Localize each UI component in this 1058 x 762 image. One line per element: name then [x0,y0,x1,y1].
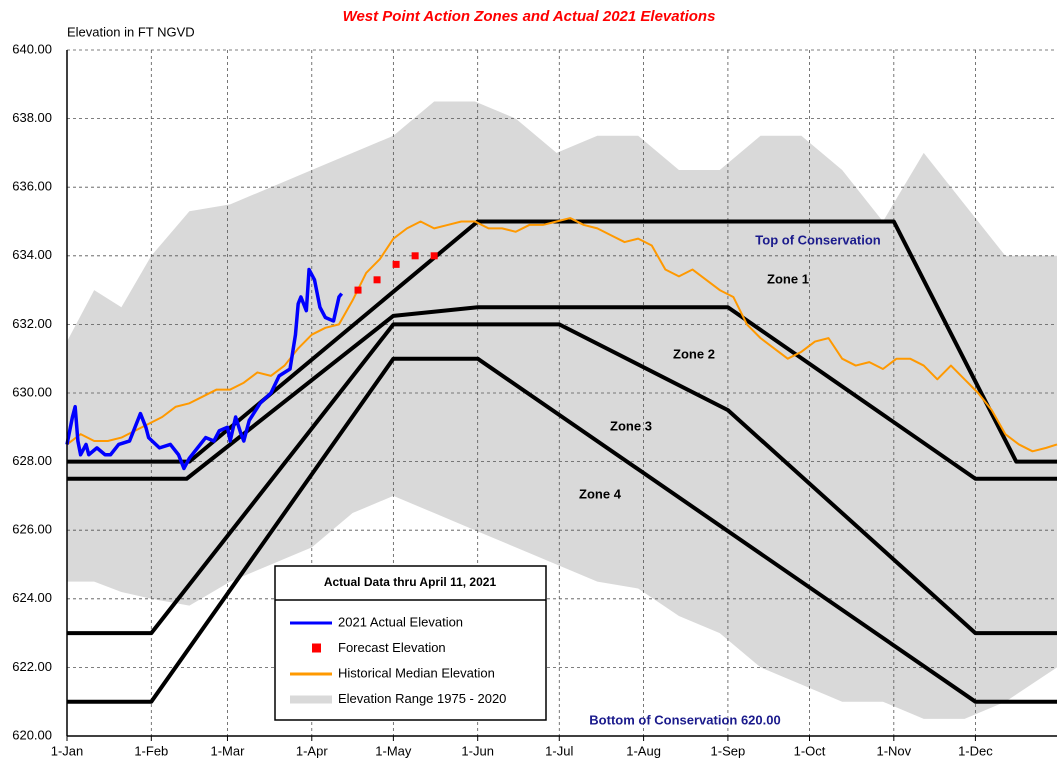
series-line [65,267,344,471]
x-tick-label: 1-Jun [461,743,494,758]
y-tick-label: 632.00 [12,316,52,331]
legend-label: 2021 Actual Elevation [338,614,463,629]
plot-area: 620.00 622.00 624.00 626.00 628.00 630.00 632.… [12,41,1058,758]
annotation: Zone 2 [673,346,715,361]
zone-line [67,322,1057,636]
y-tick-label: 636.00 [12,179,52,194]
y-tick-label: 620.00 [12,727,52,742]
legend-swatch [312,643,321,653]
annotation: Bottom of Conservation 620.00 [589,712,780,727]
x-tick-label: 1-Sep [711,743,746,758]
x-tick-label: 1-Feb [134,743,168,758]
legend-label: Elevation Range 1975 - 2020 [338,691,506,706]
forecast-marker [430,252,438,260]
forecast-marker [411,252,419,260]
x-tick-label: 1-May [375,743,412,758]
x-tick-label: 1-Aug [626,743,661,758]
y-tick-label: 628.00 [12,453,52,468]
legend: Actual Data thru April 11, 2021 2021 Act… [274,565,547,721]
legend-label: Historical Median Elevation [338,665,495,680]
y-tick-label: 640.00 [12,41,52,56]
legend-title: Actual Data thru April 11, 2021 [324,575,497,589]
y-tick-label: 634.00 [12,247,52,262]
forecast-marker [392,260,400,268]
y-tick-label: 638.00 [12,110,52,125]
x-tick-label: 1-Nov [876,743,911,758]
series-line [66,217,1058,453]
forecast-marker [373,276,381,284]
x-tick-label: 1-Jul [545,743,573,758]
legend-box [274,565,547,721]
y-tick-label: 622.00 [12,659,52,674]
annotation: Top of Conservation [755,232,880,247]
range-band [67,101,1057,719]
x-tick-label: 1-Jan [51,743,84,758]
zone-line [67,305,1057,481]
x-tick-label: 1-Mar [210,743,245,758]
y-tick-label: 624.00 [12,590,52,605]
y-axis-label: Elevation in FT NGVD [67,24,195,39]
chart-title: West Point Action Zones and Actual 2021 … [343,8,716,25]
annotation: Zone 1 [767,271,809,286]
zone-line [67,219,1057,464]
legend-label: Forecast Elevation [338,640,446,655]
x-tick-label: 1-Apr [296,743,328,758]
forecast-marker [354,286,362,294]
x-tick-label: 1-Oct [794,743,826,758]
zone-line [67,356,1057,704]
annotation: Zone 4 [579,486,622,501]
y-tick-label: 626.00 [12,522,52,537]
x-tick-label: 1-Dec [958,743,993,758]
y-tick-label: 630.00 [12,384,52,399]
annotation: Zone 3 [610,418,652,433]
